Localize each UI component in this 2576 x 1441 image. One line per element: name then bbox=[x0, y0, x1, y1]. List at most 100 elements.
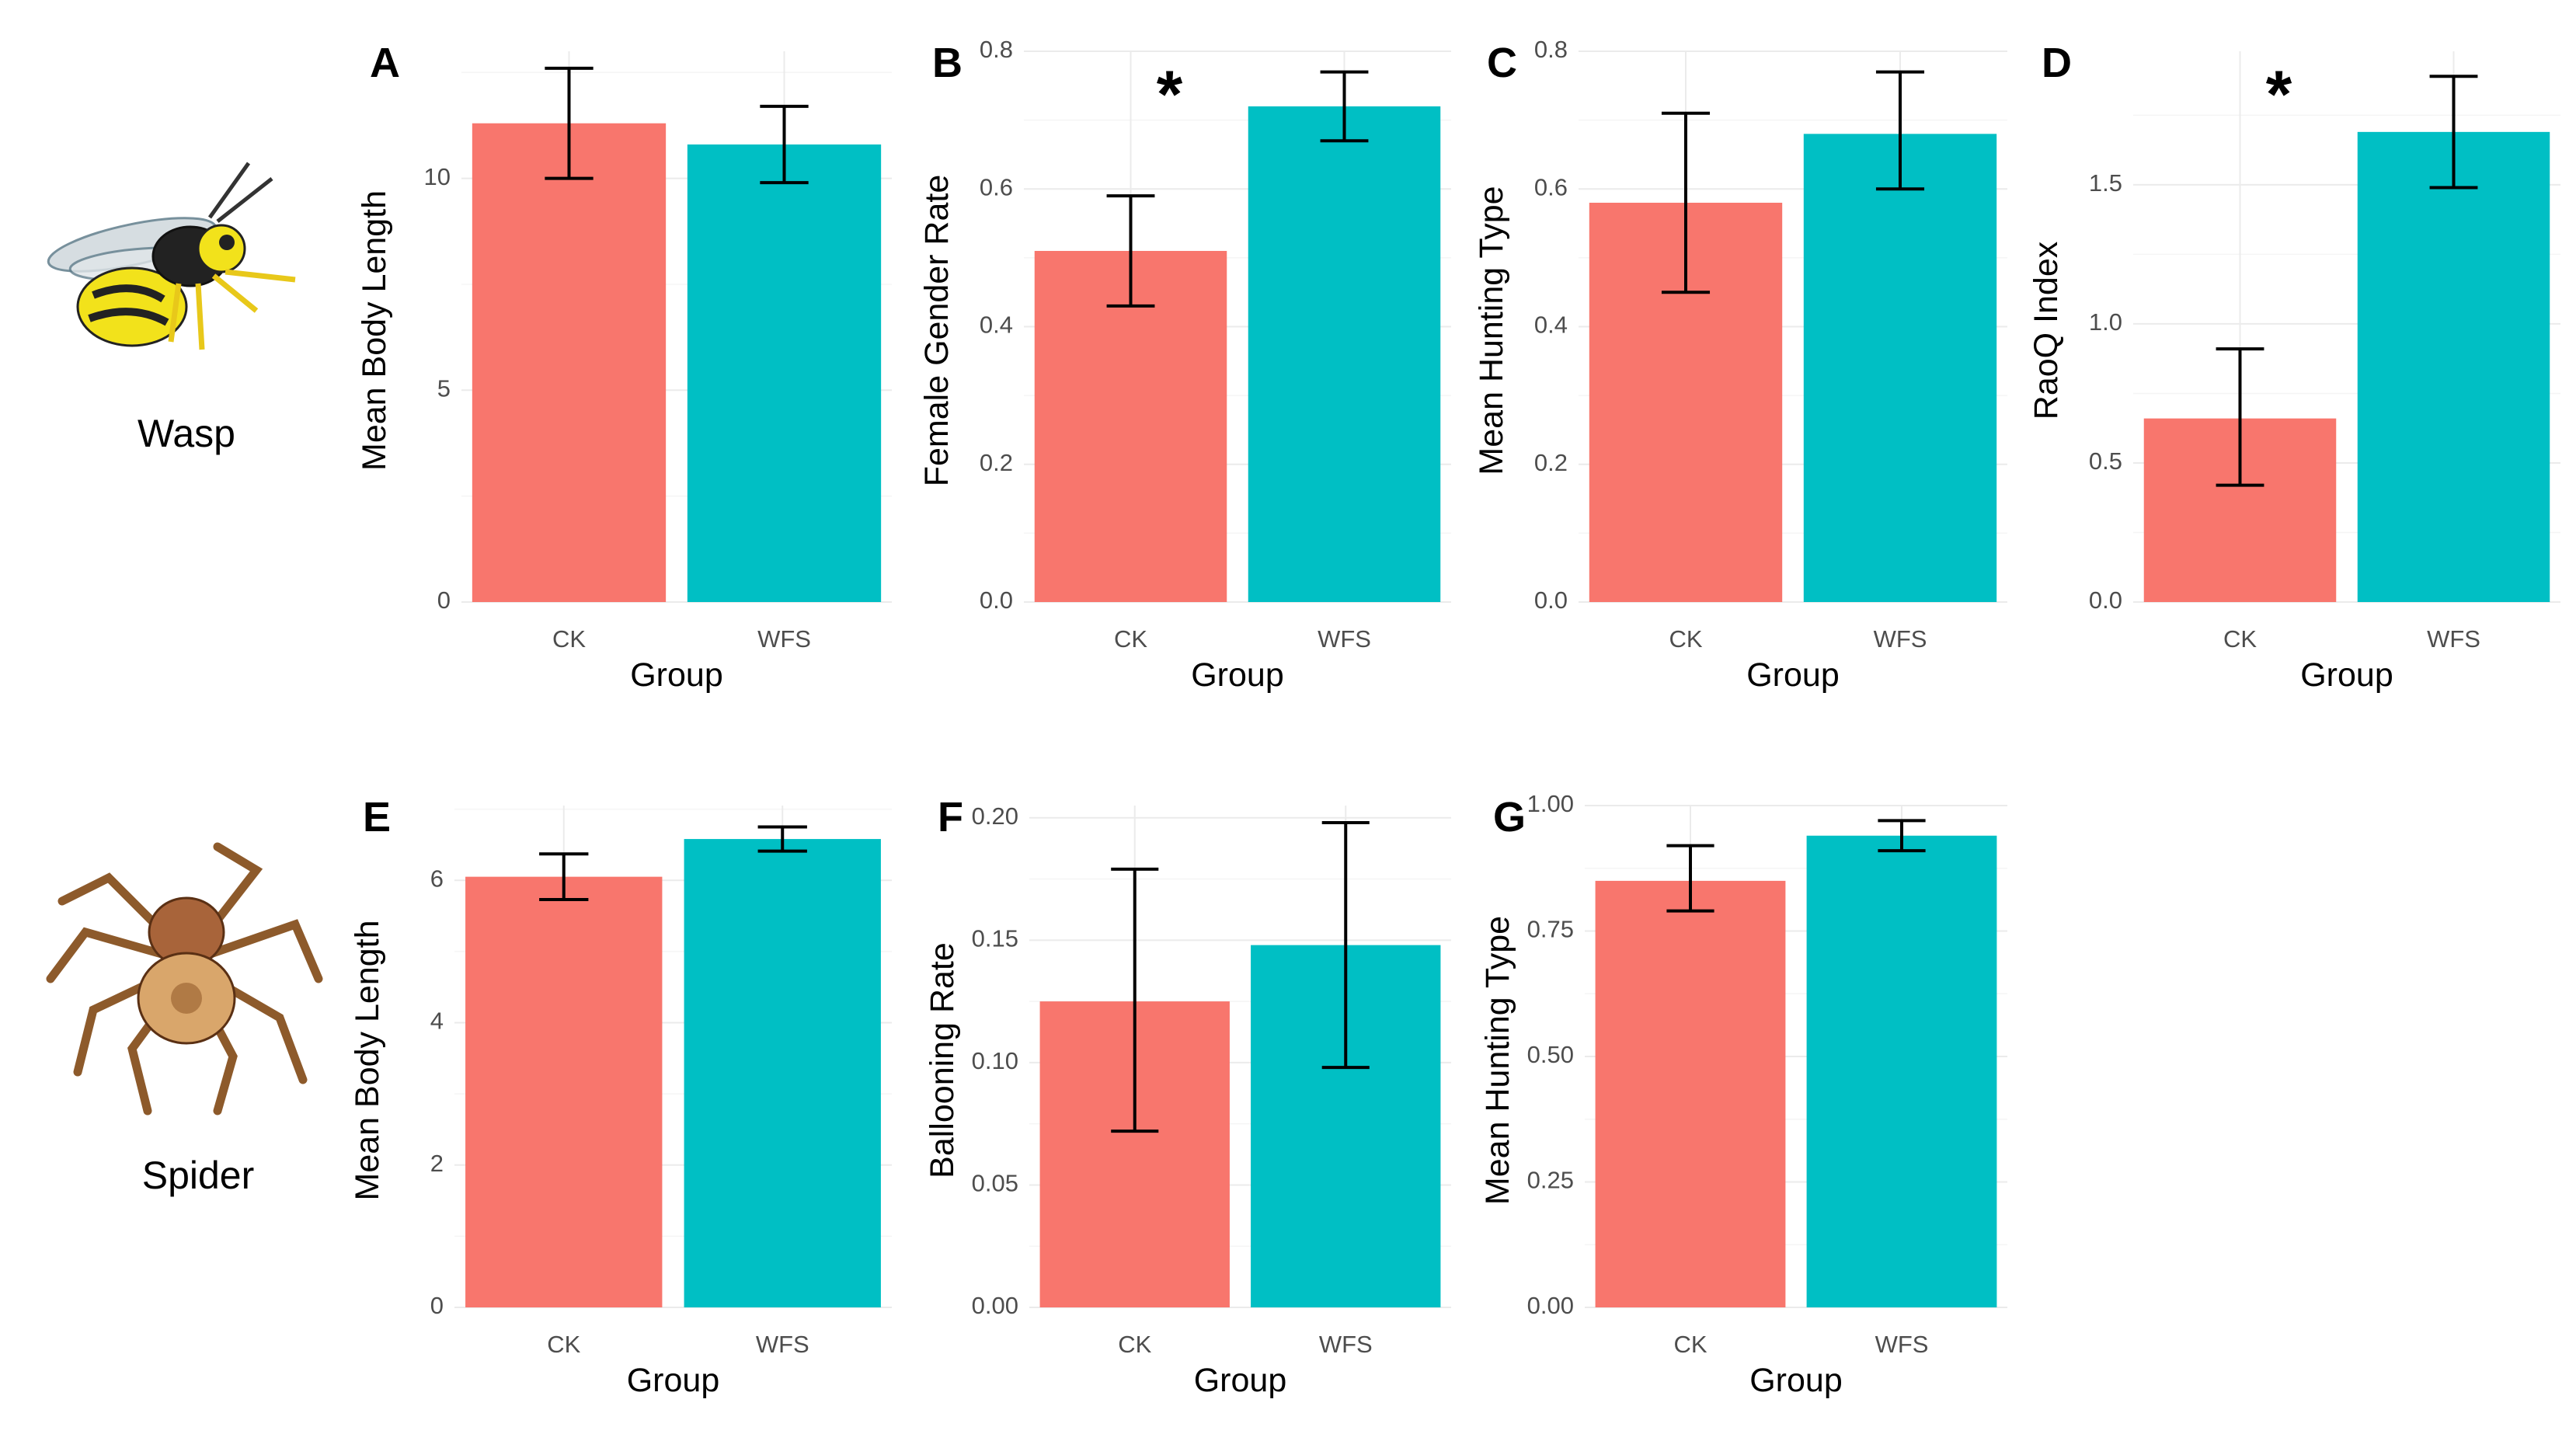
y-tick-label: 0.4 bbox=[1534, 312, 1568, 339]
x-axis-title: Group bbox=[627, 1362, 720, 1399]
y-tick-label: 0.2 bbox=[1534, 449, 1568, 476]
x-tick-label: CK bbox=[547, 1331, 580, 1358]
y-tick-label: 2 bbox=[430, 1150, 444, 1177]
panel-g: 0.00 0.25 0.50 0.75 1.00 CK WFS Group Mean Hunti… bbox=[1479, 790, 2007, 1399]
y-tick-label: 0 bbox=[430, 1292, 444, 1319]
bar-ck bbox=[1595, 880, 1786, 1307]
panel-a: 0 5 10 CK WFS Group Mean Body Length A bbox=[356, 40, 892, 694]
x-tick-label: WFS bbox=[1318, 625, 1371, 653]
y-tick-label: 0.0 bbox=[2089, 586, 2122, 614]
error-bar-ck bbox=[1106, 194, 1155, 308]
x-axis-title: Group bbox=[1191, 656, 1284, 694]
error-bar-ck bbox=[545, 66, 594, 180]
bar-wfs bbox=[1806, 835, 1997, 1307]
bar-wfs bbox=[1248, 106, 1441, 602]
bar-wfs bbox=[2357, 131, 2550, 602]
y-axis-title: Ballooning Rate bbox=[924, 942, 961, 1178]
x-tick-label: CK bbox=[1118, 1331, 1151, 1358]
y-tick-label: 0.2 bbox=[980, 449, 1013, 476]
y-tick-label: 0.15 bbox=[972, 925, 1018, 952]
spider-label: Spider bbox=[142, 1154, 255, 1197]
error-bar-ck bbox=[539, 852, 589, 901]
x-tick-label: CK bbox=[2223, 625, 2257, 653]
error-bar-wfs bbox=[1320, 70, 1369, 143]
x-tick-label: CK bbox=[1673, 1331, 1707, 1358]
y-tick-label: 0.75 bbox=[1527, 916, 1574, 943]
panel-b: 0.0 0.2 0.4 0.6 0.8 CK WFS Group Female Gender R… bbox=[918, 36, 1451, 694]
y-tick-label: 0.20 bbox=[972, 802, 1018, 830]
y-tick-label: 1.5 bbox=[2089, 169, 2122, 197]
significance-marker: * bbox=[1157, 57, 1183, 132]
y-tick-label: 0.25 bbox=[1527, 1167, 1574, 1194]
error-bar-wfs bbox=[1321, 821, 1370, 1070]
y-axis-title: Mean Body Length bbox=[349, 921, 386, 1201]
y-tick-label: 1.00 bbox=[1527, 790, 1574, 817]
x-tick-label: CK bbox=[1114, 625, 1147, 653]
y-tick-label: 4 bbox=[430, 1008, 444, 1035]
y-axis-title: Mean Hunting Type bbox=[1473, 186, 1510, 475]
y-tick-label: 0.6 bbox=[980, 173, 1013, 200]
y-tick-label: 0.50 bbox=[1527, 1041, 1574, 1068]
bar-ck bbox=[472, 123, 667, 602]
bar-ck bbox=[1034, 251, 1227, 602]
error-bar-wfs bbox=[1878, 819, 1926, 853]
error-bar-wfs bbox=[2429, 75, 2478, 190]
y-tick-label: 0.6 bbox=[1534, 173, 1568, 200]
significance-marker: * bbox=[2266, 57, 2292, 132]
y-tick-label: 10 bbox=[424, 163, 451, 190]
panel-label: C bbox=[1487, 40, 1517, 86]
y-tick-label: 0.0 bbox=[1534, 586, 1568, 614]
y-tick-label: 0.8 bbox=[1534, 36, 1568, 63]
x-tick-label: WFS bbox=[757, 625, 811, 653]
x-tick-label: WFS bbox=[2427, 625, 2480, 653]
panel-e: 0 2 4 6 CK WFS Group Mean Body Length E bbox=[349, 794, 892, 1399]
error-bar-ck bbox=[1111, 867, 1159, 1133]
y-tick-label: 0.5 bbox=[2089, 447, 2122, 475]
x-tick-label: CK bbox=[1669, 625, 1702, 653]
y-tick-label: 0.05 bbox=[972, 1170, 1018, 1197]
panel-f: 0.00 0.05 0.10 0.15 0.20 CK WFS Group Ballooning… bbox=[924, 794, 1451, 1399]
panel-label: B bbox=[932, 40, 963, 86]
x-tick-label: WFS bbox=[1319, 1331, 1373, 1358]
y-tick-label: 0.0 bbox=[980, 586, 1013, 614]
y-axis-title: Mean Body Length bbox=[356, 190, 393, 471]
error-bar-wfs bbox=[760, 104, 809, 185]
y-tick-label: 0.00 bbox=[1527, 1292, 1574, 1319]
x-axis-title: Group bbox=[1746, 656, 1840, 694]
y-tick-label: 5 bbox=[437, 374, 451, 402]
y-tick-label: 0 bbox=[437, 586, 451, 614]
panel-label: E bbox=[363, 794, 391, 841]
y-tick-label: 0.8 bbox=[980, 36, 1013, 63]
bar-wfs bbox=[684, 839, 881, 1307]
x-axis-title: Group bbox=[2300, 656, 2393, 694]
panel-d: 0.0 0.5 1.0 1.5 CK WFS Group RaoQ Index D * bbox=[2028, 40, 2560, 694]
x-axis-title: Group bbox=[1749, 1362, 1843, 1399]
y-axis-title: Female Gender Rate bbox=[918, 175, 956, 487]
bar-wfs bbox=[1803, 134, 1997, 603]
panel-label: A bbox=[370, 40, 400, 86]
error-bar-ck bbox=[2216, 347, 2264, 487]
x-tick-label: WFS bbox=[1875, 1331, 1929, 1358]
panel-label: G bbox=[1493, 794, 1526, 841]
panel-label: D bbox=[2042, 40, 2072, 86]
wasp-icon: Wasp bbox=[47, 162, 296, 455]
y-tick-label: 0.10 bbox=[972, 1047, 1018, 1074]
x-tick-label: CK bbox=[552, 625, 586, 653]
panel-c: 0.0 0.2 0.4 0.6 0.8 CK WFS Group Mean Hunting Ty… bbox=[1473, 36, 2007, 694]
error-bar-wfs bbox=[1875, 70, 1925, 191]
error-bar-ck bbox=[1661, 111, 1711, 294]
y-axis-title: RaoQ Index bbox=[2028, 241, 2065, 419]
y-axis-title: Mean Hunting Type bbox=[1479, 916, 1516, 1205]
y-tick-label: 6 bbox=[430, 865, 444, 892]
y-tick-label: 0.4 bbox=[980, 312, 1013, 339]
x-tick-label: WFS bbox=[756, 1331, 809, 1358]
error-bar-ck bbox=[1666, 844, 1714, 913]
bar-ck bbox=[465, 876, 663, 1307]
x-axis-title: Group bbox=[1194, 1362, 1287, 1399]
y-tick-label: 0.00 bbox=[972, 1292, 1018, 1319]
x-tick-label: WFS bbox=[1874, 625, 1927, 653]
y-tick-label: 1.0 bbox=[2089, 308, 2122, 336]
bar-wfs bbox=[687, 144, 882, 602]
wasp-label: Wasp bbox=[138, 412, 235, 455]
